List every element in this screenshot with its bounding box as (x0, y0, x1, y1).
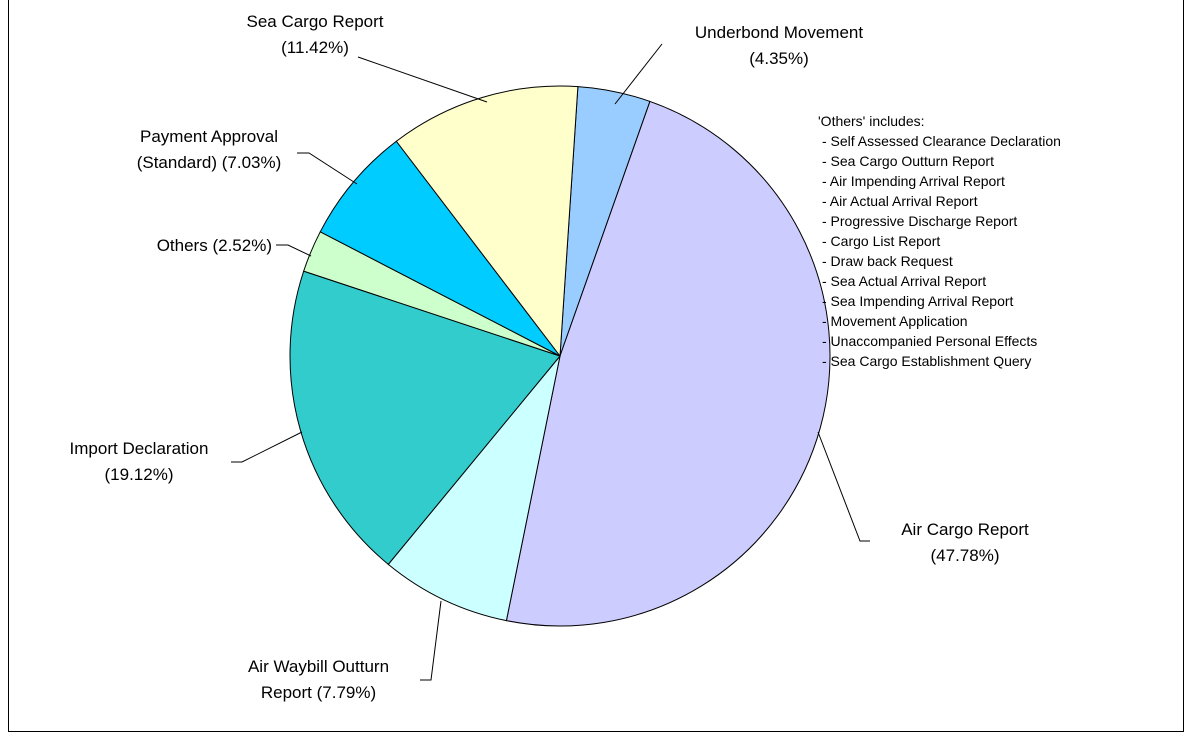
slice-label: Others (2.52%) (112, 233, 272, 259)
slice-name: Payment Approval (Standard) (136, 127, 278, 172)
slice-value: (7.03%) (221, 153, 282, 172)
slice-label: Underbond Movement (4.35%) (674, 20, 884, 72)
slice-label: Sea Cargo Report (11.42%) (235, 9, 395, 61)
note-item: - Sea Actual Arrival Report (822, 273, 987, 289)
frame (8, 0, 1184, 732)
leader-line (614, 43, 663, 105)
pie-slice (395, 85, 579, 358)
leader-line (231, 431, 303, 463)
note-item: - Sea Impending Arrival Report (822, 293, 1014, 309)
pie-slice (505, 100, 831, 627)
slice-value: (19.12%) (104, 465, 174, 484)
pie-slice (387, 355, 561, 622)
leader-line (420, 600, 442, 681)
note-item: - Sea Cargo Outturn Report (822, 153, 994, 169)
note-item: - Draw back Request (822, 253, 953, 269)
slice-name: Underbond Movement (694, 23, 864, 42)
leader-line (276, 244, 312, 257)
slice-name: Air Cargo Report (901, 520, 1029, 539)
slice-label: Air Cargo Report (47.78%) (885, 517, 1045, 569)
slice-value: (2.52%) (212, 236, 272, 255)
note-item: - Self Assessed Clearance Declaration (822, 133, 1061, 149)
leader-line (817, 431, 870, 542)
pie-slice (319, 140, 561, 357)
note-item: - Cargo List Report (822, 233, 941, 249)
slice-name: Sea Cargo Report (246, 12, 384, 31)
note-item: - Sea Cargo Establishment Query (822, 353, 1032, 369)
note-item: - Movement Application (822, 313, 968, 329)
slice-value: (7.79%) (316, 683, 377, 702)
leader-line (297, 152, 358, 185)
slice-value: (11.42%) (281, 38, 349, 57)
note-title: 'Others' includes: (818, 113, 925, 129)
slice-value: (47.78%) (930, 546, 1000, 565)
slice-name: Air Waybill Outturn Report (247, 657, 390, 702)
note-item: - Air Actual Arrival Report (822, 193, 978, 209)
slice-label: Import Declaration (19.12%) (54, 436, 224, 488)
slice-label: Air Waybill Outturn Report (7.79%) (236, 654, 401, 706)
note-item: - Progressive Discharge Report (822, 213, 1018, 229)
slice-name: Others (156, 236, 208, 255)
note-item: - Unaccompanied Personal Effects (822, 333, 1038, 349)
note-item: - Air Impending Arrival Report (822, 173, 1005, 189)
slice-name: Import Declaration (69, 439, 209, 458)
slice-label: Payment Approval (Standard) (7.03%) (129, 124, 289, 176)
slice-value: (4.35%) (749, 49, 809, 68)
leader-line (357, 56, 488, 103)
others-note: 'Others' includes: - Self Assessed Clear… (818, 111, 1061, 371)
pie-slice (289, 270, 561, 566)
